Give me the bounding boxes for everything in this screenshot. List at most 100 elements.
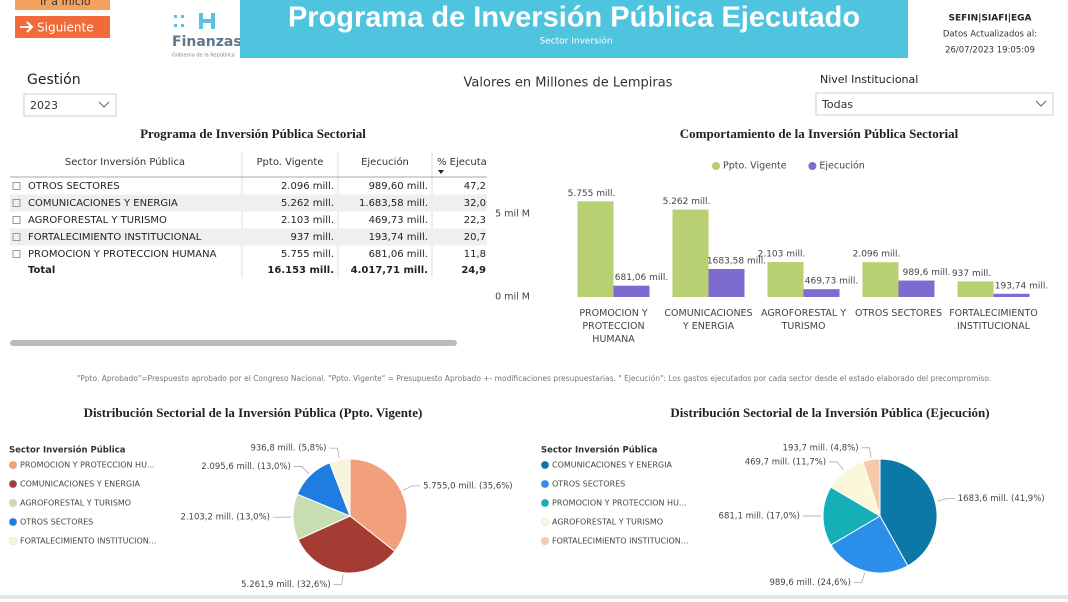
data-label: 2.103,2 mill. (13,0%) [180,513,270,523]
table-total: 4.017,71 mill. [351,265,428,276]
legend-label: AGROFORESTAL Y TURISMO [20,499,131,508]
logo-subtext: Gobierno de la República [172,52,235,59]
data-label: 2.095,6 mill. (13,0%) [201,462,291,472]
leader-line [293,466,310,475]
legend-swatch [540,536,550,546]
pie-slice [830,515,909,574]
bar [993,293,1030,297]
legend-swatch [540,498,550,508]
data-label: 2.103 mill. [758,250,806,260]
y-tick-label: 5 mil M [495,208,530,219]
next-button-label[interactable]: Siguiente [37,21,94,35]
legend-label: COMUNICACIONES Y ENERGIA [20,480,140,489]
leader-line [829,461,844,471]
level-value[interactable]: Todas [821,98,853,111]
table-cell: 5.755 mill. [281,249,334,260]
expand-icon [12,199,21,207]
table-cell: 937 mill. [290,232,334,243]
leader-line [937,498,955,502]
table-cell: 469,73 mill. [369,215,428,226]
legend-swatch [712,162,720,170]
dropdown-arrow [1035,100,1047,107]
table-cell: 2.103 mill. [281,215,334,226]
expand-icon [12,233,21,241]
scrollbar[interactable] [10,340,457,346]
updated-label: Datos Actualizados al: [943,30,1037,40]
column-header: % Ejecuta [437,157,487,168]
legend-label: FORTALECIMIENTO INSTITUCION... [20,537,156,546]
data-label: 1683,6 mill. (41,9%) [958,494,1045,504]
level-dropdown[interactable] [815,92,1054,116]
bar [708,269,745,297]
legend-swatch [808,162,817,170]
pie-slice [862,458,881,517]
leader-line [402,485,421,491]
pie-slice [349,458,408,553]
legend-swatch [8,479,18,489]
y-tick-label: 0 mil M [495,292,530,303]
legend-swatch [540,517,550,527]
bar [803,289,840,297]
expand-icon [12,216,21,224]
data-label: 5.755 mill. [568,189,616,199]
column-header: Ejecución [361,156,409,168]
source: SEFIN|SIAFI|EGA [948,14,1031,24]
data-label: 937 mill. [952,269,991,279]
chart-title: Comportamiento de la Inversión Pública S… [680,126,959,141]
table: Sector Inversión Pública Ppto. Vigente Eje… [10,152,487,278]
page-title: Programa de Inversión Pública Ejecutado [288,2,860,34]
title-banner [240,0,908,58]
table-cell: 11,8 [464,249,486,260]
updated-at: 26/07/2023 19:05:09 [945,46,1035,56]
sort-indicator [438,170,444,174]
data-label: 5.261,9 mill. (32,6%) [241,580,331,590]
year-label: Gestión [27,72,81,88]
home-button-label[interactable]: Ir a Inicio [40,0,91,8]
table-cell: 5.262 mill. [281,198,334,209]
bar [577,201,614,297]
legend-label: COMUNICACIONES Y ENERGIA [552,461,672,470]
legend-label: OTROS SECTORES [552,480,625,489]
data-label: 681,1 mill. (17,0%) [719,511,800,521]
legend-swatch [8,517,18,527]
data-label: 989,6 mill. (24,6%) [769,578,850,588]
legend-label: PROMOCION Y PROTECCION HU... [552,499,687,508]
data-label: 193,7 mill. (4,8%) [783,443,859,453]
x-tick-label: FORTALECIMIENTO INSTITUCIONAL [949,308,1038,332]
table-cell: FORTALECIMIENTO INSTITUCIONAL [28,232,202,243]
next-button[interactable] [15,16,110,38]
logo-text: Finanzas [172,34,242,50]
table-cell: 1.683,58 mill. [359,198,428,209]
legend-swatch [8,536,18,546]
bar [957,281,994,297]
year-dropdown[interactable] [23,93,117,117]
legend-label: PROMOCION Y PROTECCION HU... [20,461,155,470]
expand-icon [12,250,21,258]
table-cell: 22,3 [464,215,486,226]
dropdown-arrow [98,101,110,108]
legend-swatch [8,460,18,470]
row-band [10,194,487,212]
bar [613,285,650,297]
column-header: Ppto. Vigente [257,157,324,168]
expand-icon [12,182,21,190]
year-value[interactable]: 2023 [30,99,58,112]
pie-slice [879,458,938,567]
table-cell: 47,2 [464,181,486,192]
home-button[interactable] [15,0,110,10]
chart-title: Distribución Sectorial de la Inversión P… [670,405,989,420]
table-title: Programa de Inversión Pública Sectorial [140,126,366,141]
pie-slice [297,515,396,574]
logo-icon [174,13,215,29]
data-label: 681,06 mill. [615,273,668,283]
bar [862,262,899,297]
leader-line [329,447,340,459]
data-label: 5.262 mill. [663,197,711,207]
legend-swatch [540,460,550,470]
table-cell: 20,7 [464,232,486,243]
x-tick-label: OTROS SECTORES [855,308,942,319]
table-cell: 32,0 [464,198,486,209]
table-cell: AGROFORESTAL Y TURISMO [28,215,167,226]
bar [767,262,804,297]
data-label: 469,7 mill. (11,7%) [745,457,826,467]
